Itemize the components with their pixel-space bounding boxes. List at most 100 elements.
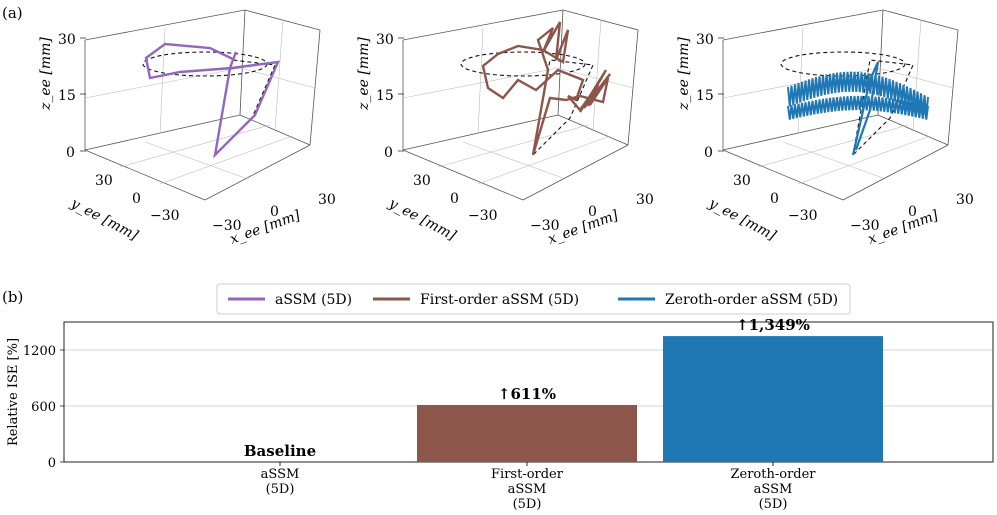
y-tick-label: 0 [132, 191, 141, 207]
z-axis-label: z_ee [mm] [676, 37, 692, 111]
axis-frame-line [84, 9, 246, 41]
x-tick-label: 30 [636, 192, 654, 208]
bar [663, 336, 883, 462]
grid-line [797, 27, 804, 135]
x-axis-label: x_ee [mm] [866, 207, 941, 247]
trajectory-line [787, 95, 929, 120]
x-tick-label: 0 [270, 204, 279, 220]
z-tick-label: 30 [696, 32, 714, 48]
x-tick-label: 30 [956, 192, 974, 208]
z-tick-label: 0 [704, 145, 713, 161]
z-tick-label: 15 [376, 88, 394, 104]
x-tick-label: (5D) [266, 482, 295, 497]
z-axis-label: z_ee [mm] [356, 37, 372, 111]
y-tick-label: 30 [733, 173, 751, 189]
grid-line [462, 141, 564, 179]
reference-circle [460, 51, 586, 77]
trajectory-line [144, 42, 280, 159]
grid-line [239, 67, 316, 89]
x-tick-label: (5D) [759, 497, 788, 512]
bar-label: ↑1,349% [736, 316, 810, 334]
y-tick-label: 0 [770, 191, 779, 207]
y-tick-label: 1200 [23, 344, 56, 359]
grid-line [757, 124, 909, 168]
x-tick-label: 0 [588, 204, 597, 220]
bar-label: Baseline [244, 442, 316, 460]
axis-frame-line [722, 114, 879, 151]
axis-frame-line [627, 29, 639, 146]
axis-frame-line [562, 9, 639, 31]
z-tick-label: 0 [66, 145, 75, 161]
grid-line [144, 141, 246, 179]
grid-line [477, 27, 484, 135]
x-axis-label: x_ee [mm] [228, 207, 303, 247]
axis-frame-line [239, 9, 246, 116]
y-axis-label: y_ee [mm] [705, 195, 779, 244]
grid-line [274, 19, 284, 131]
trajectory-line [851, 61, 880, 156]
y-tick-label: 600 [31, 400, 56, 415]
y-tick-label: −30 [788, 208, 818, 224]
legend-frame [216, 283, 851, 315]
legend-label-zeroth-order: Zeroth-order aSSM (5D) [665, 292, 838, 308]
y-tick-label: −30 [468, 208, 498, 224]
grid-line [782, 141, 884, 179]
z-axis-label: z_ee [mm] [38, 37, 54, 111]
z-tick-label: 15 [696, 88, 714, 104]
trajectory-line [481, 21, 610, 156]
x-tick-label: aSSM [754, 482, 793, 497]
y-axis-label: y_ee [mm] [385, 195, 459, 244]
grid-line [159, 135, 293, 185]
y-tick-label: 0 [450, 191, 459, 207]
grid-line [592, 19, 602, 131]
z-tick-label: 15 [58, 88, 76, 104]
trajectory-line [787, 71, 929, 117]
axis-frame-line [84, 114, 241, 151]
axis-frame-line [402, 149, 524, 201]
panel-label-b: (b) [2, 288, 23, 306]
axis-frame-line [204, 144, 311, 201]
y-tick-label: 30 [95, 173, 113, 189]
axis-frame-line [882, 9, 959, 31]
y-axis-label: Relative ISE [%] [6, 338, 21, 446]
axis-frame-line [84, 149, 206, 201]
x-tick-label: aSSM [508, 482, 547, 497]
legend: aSSM (5D) First-order aSSM (5D) Zeroth-o… [216, 283, 851, 315]
bar [417, 404, 637, 462]
y-tick-label: −30 [150, 208, 180, 224]
panel-label-a: (a) [2, 4, 23, 22]
z-tick-label: 30 [376, 32, 394, 48]
x-tick-label: −30 [850, 218, 880, 234]
bar-label: ↑611% [498, 385, 556, 403]
x-tick-label: aSSM [261, 467, 300, 482]
grid-line [437, 124, 589, 168]
y-axis-label: y_ee [mm] [67, 195, 141, 244]
axis-frame-line [722, 149, 844, 201]
legend-label-assm: aSSM (5D) [275, 292, 352, 308]
axis-frame-line [522, 144, 629, 201]
z-tick-label: 30 [58, 32, 76, 48]
axis-frame-line [842, 144, 949, 201]
x-tick-label: First-order [491, 467, 564, 482]
x-tick-label: (5D) [513, 497, 542, 512]
axis-frame-line [722, 9, 884, 41]
x-tick-label: Zeroth-order [730, 467, 816, 482]
x-axis-label: x_ee [mm] [546, 207, 621, 247]
x-tick-label: −30 [212, 218, 242, 234]
legend-label-first-order: First-order aSSM (5D) [420, 292, 579, 308]
y-tick-label: 0 [48, 456, 56, 471]
axis-frame-line [402, 114, 559, 151]
z-tick-label: 0 [384, 145, 393, 161]
axis-frame-line [309, 29, 321, 146]
x-tick-label: −30 [530, 218, 560, 234]
axis-frame-line [244, 9, 321, 31]
reference-circle [142, 51, 268, 77]
grid-line [797, 135, 931, 185]
trajectory-line [578, 69, 611, 113]
